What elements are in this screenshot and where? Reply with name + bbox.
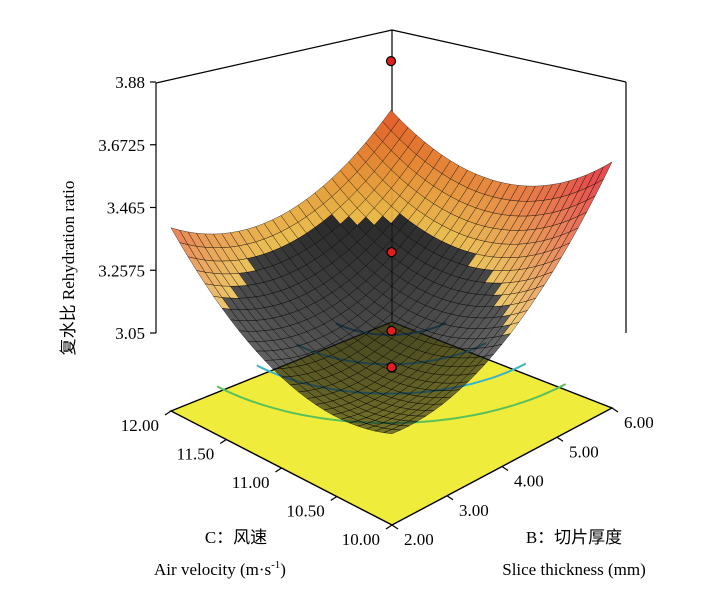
x-tick-label: 4.00 xyxy=(514,472,544,491)
y-tick-mark xyxy=(164,410,172,416)
design-points xyxy=(385,55,398,373)
x-tick-mark xyxy=(611,407,619,413)
x-axis-label-line2: Slice thickness (mm) xyxy=(502,560,646,579)
design-point xyxy=(385,55,397,67)
x-tick-mark xyxy=(446,495,454,501)
y-axis-label-line1: C：风速 xyxy=(205,528,267,547)
y-tick-mark xyxy=(385,524,393,530)
y-axis-label-exponent: -1 xyxy=(271,559,280,571)
x-tick-label: 6.00 xyxy=(624,413,654,432)
frame-top-right xyxy=(391,29,627,83)
response-surface xyxy=(170,109,613,434)
design-point xyxy=(386,247,397,258)
design-point xyxy=(386,362,397,373)
x-axis-label-line1: B：切片厚度 xyxy=(526,528,622,547)
y-tick-mark xyxy=(219,439,227,444)
design-point xyxy=(386,325,397,336)
y-tick-label: 11.50 xyxy=(177,445,215,464)
z-tick-label: 3.88 xyxy=(115,73,145,92)
x-tick-label: 2.00 xyxy=(404,530,434,549)
y-tick-mark xyxy=(330,496,338,501)
x-tick-mark xyxy=(501,466,509,471)
y-tick-mark xyxy=(275,467,282,473)
x-tick-label: 3.00 xyxy=(459,501,489,520)
y-axis-label-text: Air velocity (m·s xyxy=(154,560,271,579)
ticks: 3.05 3.2575 3.465 3.6725 3.88 2.00 3.00 4.00 5.0… xyxy=(98,73,654,549)
x-tick-label: 5.00 xyxy=(569,442,599,461)
x-tick-mark xyxy=(556,436,564,442)
x-tick-mark xyxy=(391,524,399,530)
z-axis-label: 复水比 Rehydration ratio xyxy=(59,181,78,356)
frame-top-left xyxy=(155,29,393,84)
z-tick-label: 3.2575 xyxy=(98,261,145,280)
z-tick-label: 3.6725 xyxy=(98,136,145,155)
z-tick-label: 3.05 xyxy=(115,324,145,343)
y-axis-label-line2: Air velocity (m·s-1) xyxy=(154,559,286,579)
surface-cell xyxy=(383,429,401,434)
y-tick-label: 10.00 xyxy=(342,530,380,549)
y-tick-label: 10.50 xyxy=(287,502,325,521)
y-tick-label: 12.00 xyxy=(121,416,159,435)
z-tick-label: 3.465 xyxy=(107,199,145,218)
y-tick-label: 11.00 xyxy=(232,473,270,492)
y-axis-label-close: ) xyxy=(280,560,286,579)
